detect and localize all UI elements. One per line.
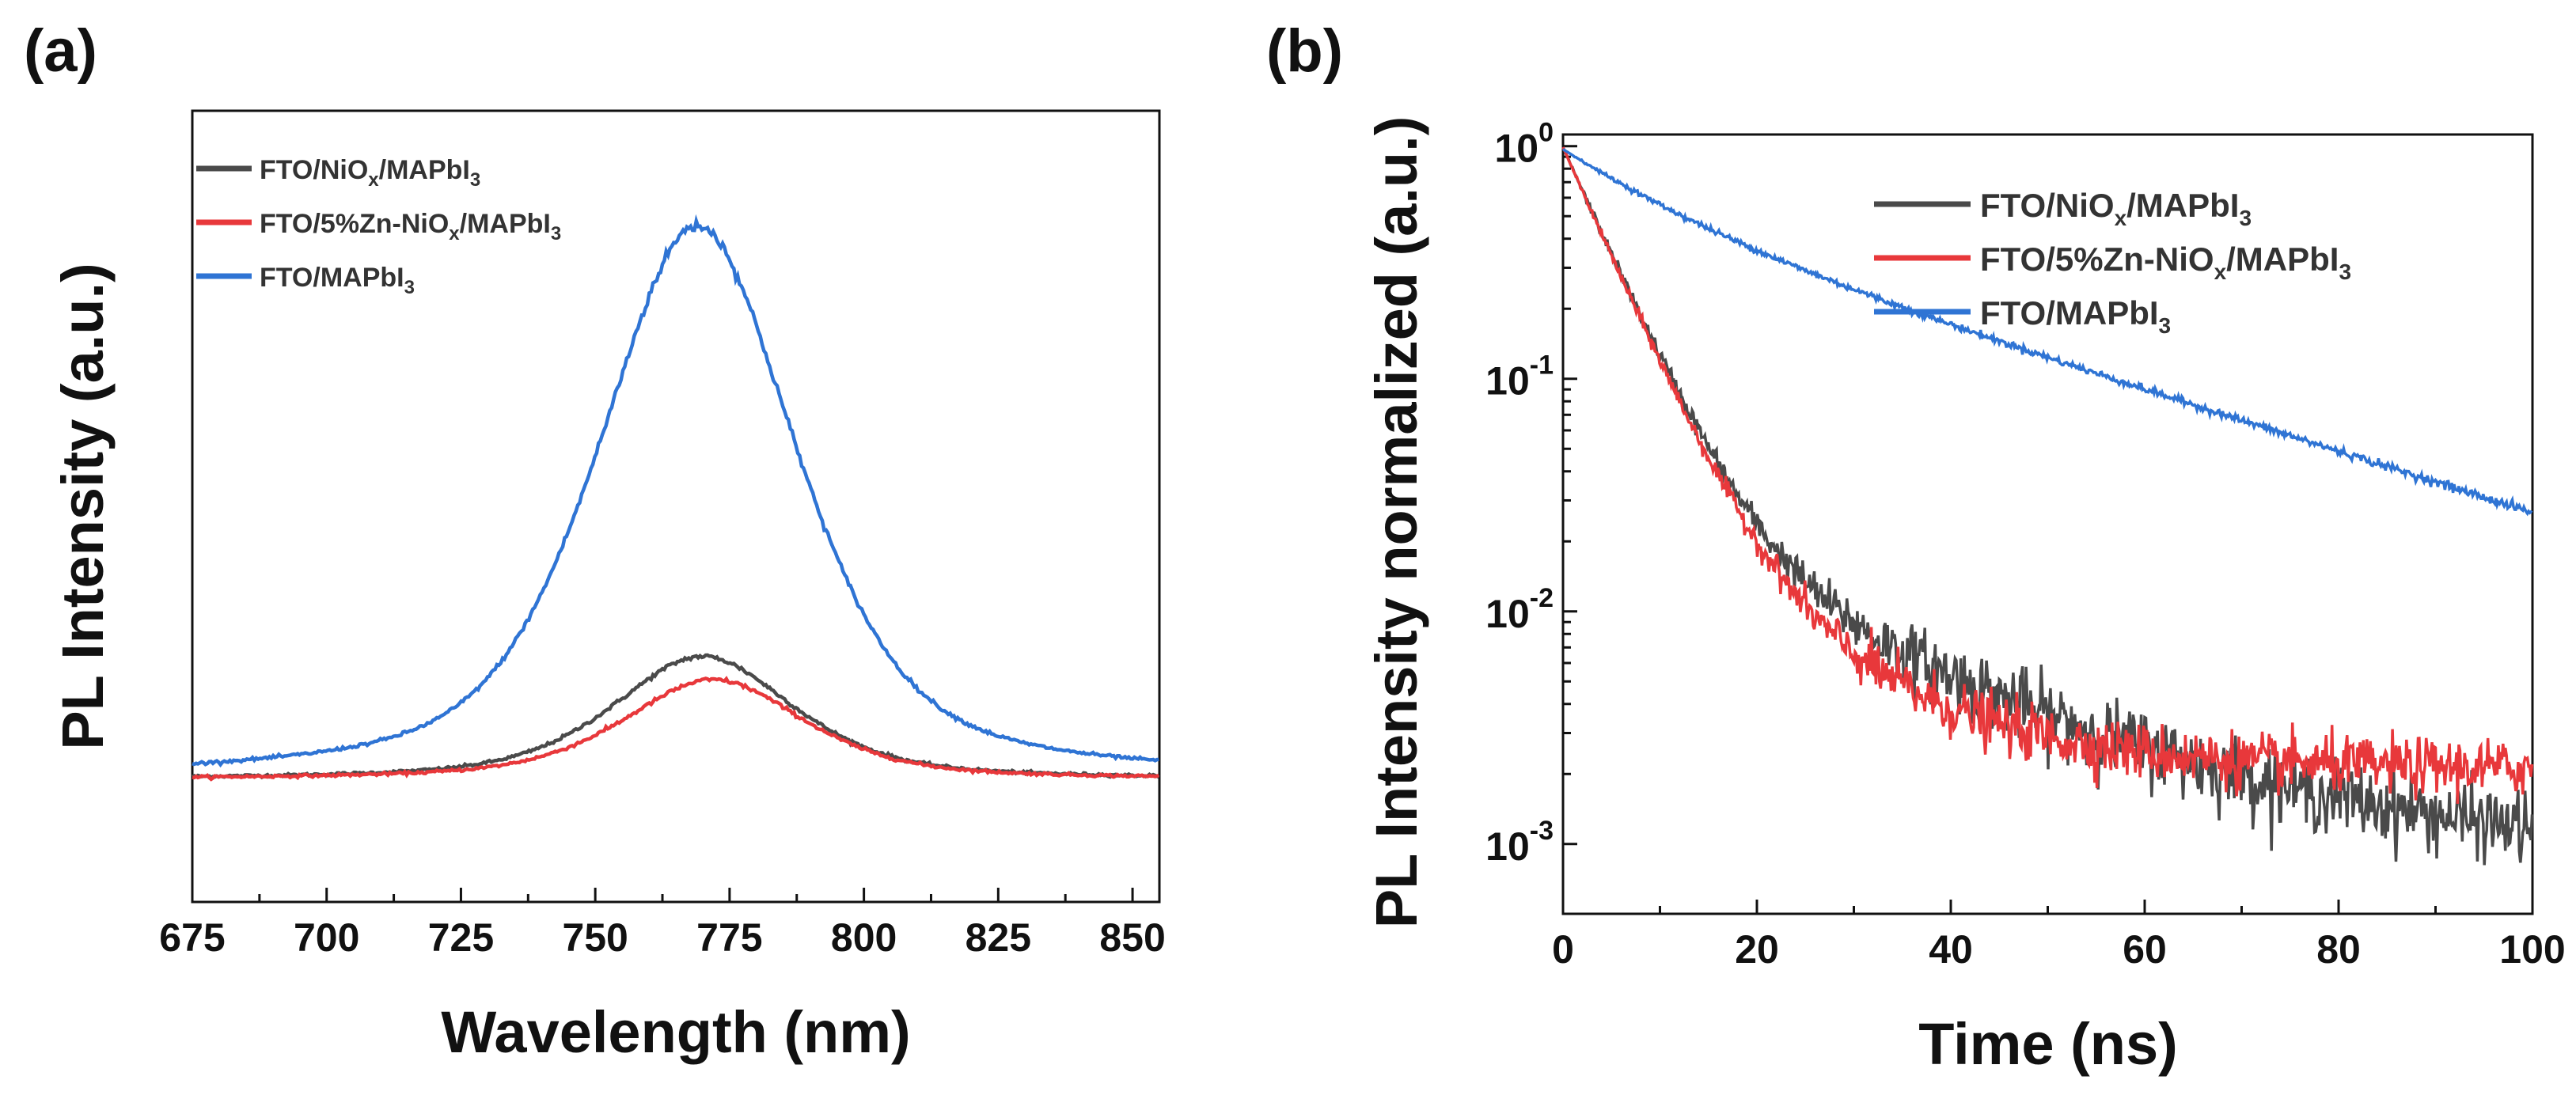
panel-a-legend-label: FTO/5%Zn-NiOx/MAPbI3 xyxy=(260,209,561,244)
legend-subscript: 3 xyxy=(2239,206,2252,230)
legend-text-main: FTO/MAPbI xyxy=(260,263,404,293)
panel-b-y-tick-label: 10-1 xyxy=(1485,350,1554,404)
panel-a-series-line-1 xyxy=(192,676,1159,782)
legend-text-main: FTO/5%Zn-NiO xyxy=(1980,241,2214,278)
legend-subscript: x xyxy=(2214,260,2227,284)
panel-b-series-line-0 xyxy=(1561,146,2534,866)
tick-base: 10 xyxy=(1485,592,1530,636)
panel-a-y-axis-title: PL Intensity (a.u.) xyxy=(50,263,116,749)
legend-subscript: 3 xyxy=(2339,260,2351,284)
panel-b-x-tick-label: 20 xyxy=(1735,927,1779,972)
panel-a-legend: FTO/NiOx/MAPbI3FTO/5%Zn-NiOx/MAPbI3FTO/M… xyxy=(196,155,561,298)
panel-b-series xyxy=(1561,146,2534,866)
legend-text-mid: /MAPbI xyxy=(2126,187,2239,224)
panel-a-series-line-2 xyxy=(192,214,1159,768)
panel-a: (a) 675 700 725 750 775 800 825 850 FTO/NiOx/MA… xyxy=(24,17,1166,1065)
panel-b-series-line-2 xyxy=(1562,148,2533,517)
legend-text-mid: /MAPbI xyxy=(2226,241,2339,278)
panel-b-y-axis-title: PL Intensity normalized (a.u.) xyxy=(1364,116,1429,929)
panel-a-x-tick-label: 800 xyxy=(831,915,897,960)
panel-b-x-tick-label: 40 xyxy=(1929,927,1973,972)
legend-subscript: x xyxy=(449,223,460,244)
panel-b-legend-label: FTO/5%Zn-NiOx/MAPbI3 xyxy=(1980,241,2351,284)
panel-a-x-tick-label: 825 xyxy=(966,915,1031,960)
panel-b-y-tick-label: 100 xyxy=(1494,118,1554,171)
panel-a-series xyxy=(192,214,1160,782)
panel-a-frame xyxy=(191,109,1161,904)
panel-a-x-tick-label: 850 xyxy=(1099,915,1165,960)
legend-text-main: FTO/5%Zn-NiO xyxy=(260,209,449,239)
panel-b-legend: FTO/NiOx/MAPbI3FTO/5%Zn-NiOx/MAPbI3FTO/M… xyxy=(1874,187,2351,338)
tick-base: 10 xyxy=(1494,127,1538,171)
panel-b-x-tick-label: 80 xyxy=(2316,927,2361,972)
panel-b-x-axis-title: Time (ns) xyxy=(1918,1011,2178,1077)
panel-a-x-axis-title: Wavelength (nm) xyxy=(441,999,910,1065)
legend-subscript: x xyxy=(368,169,379,191)
panel-a-x-ticks: 675 700 725 750 775 800 825 850 xyxy=(159,888,1166,960)
panel-b-x-ticks: 0 20 40 60 80 100 xyxy=(1552,900,2566,972)
legend-text-mid: /MAPbI xyxy=(379,155,470,185)
panel-b-legend-label: FTO/NiOx/MAPbI3 xyxy=(1980,187,2252,230)
tick-base: 10 xyxy=(1485,359,1530,404)
tick-exponent: -3 xyxy=(1530,816,1554,846)
legend-subscript: 3 xyxy=(470,169,480,191)
panel-b-series-line-1 xyxy=(1561,146,2534,804)
panel-a-legend-label: FTO/NiOx/MAPbI3 xyxy=(260,155,480,191)
panel-a-x-tick-label: 675 xyxy=(159,915,225,960)
panel-a-x-tick-label: 700 xyxy=(294,915,359,960)
tick-exponent: 0 xyxy=(1538,118,1554,148)
panel-a-label: (a) xyxy=(24,17,97,85)
legend-subscript: 3 xyxy=(551,223,561,244)
legend-text-mid: /MAPbI xyxy=(460,209,551,239)
panel-a-x-tick-label: 725 xyxy=(428,915,494,960)
panel-b-y-tick-label: 10-3 xyxy=(1485,816,1554,869)
legend-text-main: FTO/MAPbI xyxy=(1980,294,2159,332)
legend-text-main: FTO/NiO xyxy=(1980,187,2115,224)
panel-a-x-tick-label: 775 xyxy=(696,915,762,960)
panel-b-x-tick-label: 0 xyxy=(1552,927,1574,972)
legend-subscript: 3 xyxy=(404,277,415,298)
panel-b-x-tick-label: 100 xyxy=(2499,927,2565,972)
panel-b-label: (b) xyxy=(1266,17,1343,85)
legend-subscript: x xyxy=(2115,206,2127,230)
panel-b-y-tick-label: 10-2 xyxy=(1485,583,1554,636)
panel-b-x-tick-label: 60 xyxy=(2123,927,2167,972)
tick-exponent: -1 xyxy=(1530,350,1554,381)
panel-b-legend-label: FTO/MAPbI3 xyxy=(1980,294,2171,338)
tick-base: 10 xyxy=(1485,824,1530,869)
legend-subscript: 3 xyxy=(2159,313,2172,338)
panel-a-legend-label: FTO/MAPbI3 xyxy=(260,263,415,298)
panel-a-x-tick-label: 750 xyxy=(562,915,628,960)
panel-a-series-line-0 xyxy=(192,653,1160,780)
tick-exponent: -2 xyxy=(1530,583,1554,613)
legend-text-main: FTO/NiO xyxy=(260,155,368,185)
